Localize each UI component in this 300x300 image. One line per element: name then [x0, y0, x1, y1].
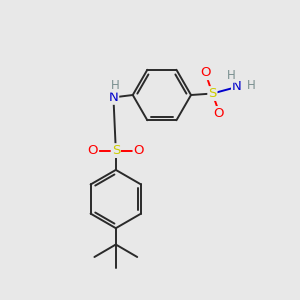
Text: S: S: [208, 87, 217, 100]
Text: O: O: [201, 66, 211, 79]
Text: N: N: [232, 80, 242, 94]
Text: H: H: [227, 69, 236, 82]
Text: N: N: [109, 91, 118, 104]
Text: S: S: [112, 144, 120, 157]
Text: O: O: [214, 107, 224, 120]
Text: O: O: [88, 144, 98, 157]
Text: H: H: [111, 79, 119, 92]
Text: O: O: [134, 144, 144, 157]
Text: H: H: [247, 79, 255, 92]
